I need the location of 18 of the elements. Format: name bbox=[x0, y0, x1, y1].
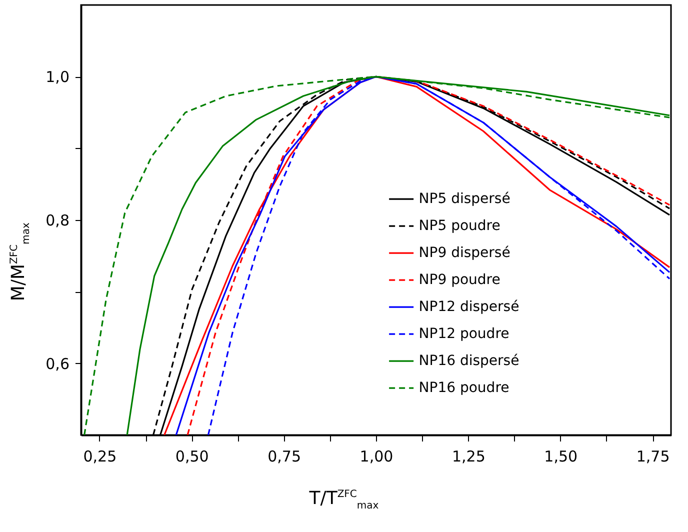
legend-label: NP12 poudre bbox=[418, 326, 510, 342]
legend-label: NP5 dispersé bbox=[418, 191, 510, 208]
x-tick-label: 1,75 bbox=[636, 448, 670, 466]
x-tick-label: 0,75 bbox=[268, 448, 302, 466]
x-tick-label: 0,25 bbox=[83, 448, 117, 466]
y-tick-label: 0,8 bbox=[46, 212, 70, 230]
legend-label: NP16 poudre bbox=[418, 380, 510, 396]
x-tick-label: 0,50 bbox=[175, 448, 209, 466]
x-tick-label: 1,00 bbox=[360, 448, 394, 466]
x-tick-label: 1,50 bbox=[544, 448, 578, 466]
y-tick-label: 0,6 bbox=[46, 354, 70, 373]
y-tick-label: 1,0 bbox=[46, 68, 70, 86]
legend-label: NP5 poudre bbox=[418, 218, 500, 234]
legend-label: NP9 poudre bbox=[418, 272, 500, 288]
legend-label: NP12 dispersé bbox=[418, 299, 520, 316]
legend-label: NP9 dispersé bbox=[418, 245, 510, 262]
legend-label: NP16 dispersé bbox=[418, 353, 520, 370]
x-tick-label: 1,25 bbox=[452, 448, 486, 466]
